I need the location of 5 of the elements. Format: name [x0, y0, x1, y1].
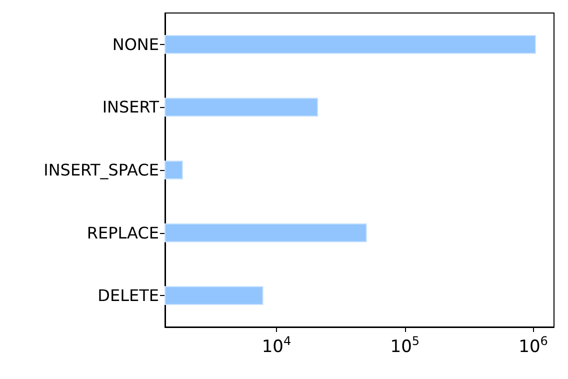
y-tick-label: REPLACE	[86, 223, 159, 242]
y-tick-label: INSERT	[102, 98, 160, 117]
y-tick-label: DELETE	[98, 286, 159, 306]
y-tick-label: INSERT_SPACE	[44, 160, 159, 180]
y-tick-label: NONE	[112, 34, 159, 54]
